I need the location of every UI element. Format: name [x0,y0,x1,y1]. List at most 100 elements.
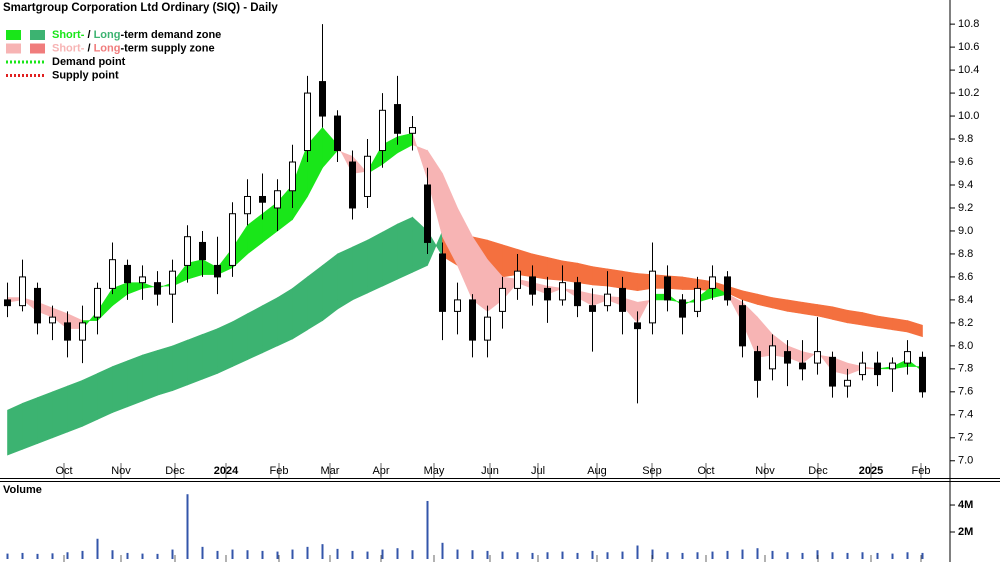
candle-body [559,282,566,301]
candle-body [514,270,521,289]
y-tick-label: 10.8 [958,18,979,30]
zone-segment [22,397,38,450]
zone-segment [202,328,218,380]
volume-bar [411,550,414,559]
candle-body [649,270,656,324]
y-tick-label: 10.4 [958,64,979,76]
volume-bar [606,552,609,559]
zone-segment [142,350,158,402]
zone-segment [112,360,128,413]
zone-segment [217,321,233,374]
volume-bar [681,552,684,559]
candle-body [379,109,386,152]
zone-segment [592,266,608,287]
volume-bar [21,552,24,559]
candle-body [139,276,146,284]
legend-swatch [30,43,45,54]
volume-bar [216,550,219,559]
candle-body [619,287,626,312]
candle-body [79,322,86,341]
candle-body [244,195,251,215]
volume-bar [486,550,489,559]
volume-bar [276,551,279,559]
x-tick-label: Dec [165,465,185,477]
y-tick-label: 10.0 [958,110,979,122]
legend-text-part: / [84,29,93,41]
candle-body [634,322,641,330]
candle-body [904,351,911,364]
volume-bar [306,546,309,559]
volume-bar [876,552,879,559]
zone-segment [847,309,863,326]
zone-segment [547,257,563,281]
volume-bar [516,552,519,559]
y-tick-label: 8.8 [958,248,973,260]
volume-bar [666,552,669,559]
volume-bar [381,549,384,559]
zone-segment [262,297,278,354]
zone-segment [247,305,263,361]
volume-bar [231,549,234,559]
legend-swatch [30,30,45,40]
zone-segment [532,253,548,280]
volume-bar [336,548,339,559]
candle-body [184,236,191,266]
volume-bar [36,553,39,559]
candle-body [709,276,716,289]
zone-segment [337,246,353,310]
legend-text-part: Short- [52,42,85,54]
candle-body [199,241,206,261]
candle-body [544,287,551,301]
candle-body [409,127,416,134]
zone-segment [397,216,413,280]
zone-segment [37,391,53,444]
legend-label: Supply point [52,69,119,81]
candle-body [454,299,461,312]
volume-bar [921,552,924,559]
y-tick-label: 8.2 [958,317,973,329]
volume-bar [726,550,729,559]
zone-segment [367,231,383,294]
volume-bar [756,548,759,559]
candle-body [844,379,851,387]
candle-body [214,264,221,278]
candle-body [229,213,236,266]
volume-bar [396,548,399,559]
candle-body [784,351,791,364]
x-tick-label: Oct [697,465,714,477]
volume-bar [426,500,429,559]
zone-segment [127,354,143,408]
volume-bar [6,553,9,559]
candle-body [664,276,671,301]
zone-segment [52,385,68,439]
candle-body [94,287,101,318]
x-tick-label: Jul [531,465,545,477]
candle-body [64,322,71,341]
zone-segment [622,270,638,292]
candle-body [694,287,701,312]
x-tick-label: Feb [270,465,289,477]
candle-body [364,155,371,197]
volume-bar [366,551,369,559]
y-tick-label: 9.0 [958,225,973,237]
volume-bar [456,549,459,559]
volume-bar [441,542,444,559]
x-tick-label: Nov [111,465,131,477]
candle-body [169,270,176,295]
zone-segment [172,339,188,392]
x-tick-label: 2025 [859,465,883,477]
legend-label: Short- / Long-term supply zone [52,42,215,54]
candle-body [49,316,56,324]
volume-bar [906,552,909,559]
zone-segment [82,372,98,427]
zone-segment [877,315,893,331]
zone-segment [352,239,368,301]
volume-bar [351,550,354,559]
legend-label: Demand point [52,56,126,68]
volume-bar [156,553,159,559]
volume-bar [141,553,144,559]
y-tick-label: 9.8 [958,133,973,145]
volume-bar [786,552,789,559]
